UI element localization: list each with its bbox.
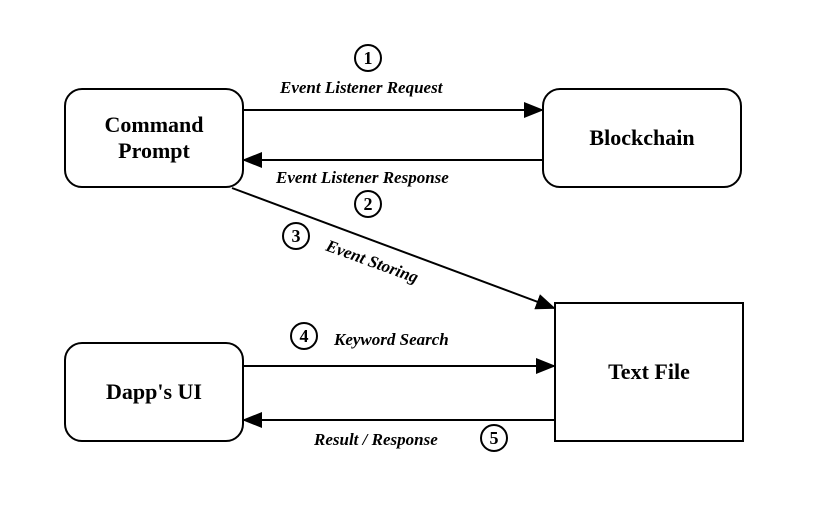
edge-label-e3: Event Storing	[323, 236, 421, 288]
edge-label-text: Result / Response	[314, 430, 438, 449]
step-number: 5	[490, 428, 499, 449]
edge-label-e5: Result / Response	[314, 430, 438, 450]
step-number: 3	[292, 226, 301, 247]
step-circle-3: 3	[282, 222, 310, 250]
node-label: Command Prompt	[104, 112, 203, 165]
edge-label-text: Keyword Search	[334, 330, 449, 349]
step-number: 4	[300, 326, 309, 347]
node-text-file: Text File	[554, 302, 744, 442]
step-circle-1: 1	[354, 44, 382, 72]
node-dapps-ui: Dapp's UI	[64, 342, 244, 442]
step-circle-4: 4	[290, 322, 318, 350]
step-circle-5: 5	[480, 424, 508, 452]
edge-label-text: Event Listener Request	[280, 78, 442, 97]
edge-label-e4: Keyword Search	[334, 330, 449, 350]
step-number: 2	[364, 194, 373, 215]
node-command-prompt: Command Prompt	[64, 88, 244, 188]
node-label: Dapp's UI	[106, 379, 202, 405]
step-number: 1	[364, 48, 373, 69]
node-label: Blockchain	[589, 125, 694, 151]
edge-label-e2: Event Listener Response	[276, 168, 449, 188]
edge-label-e1: Event Listener Request	[280, 78, 442, 98]
node-label: Text File	[608, 359, 690, 385]
edge-label-text: Event Storing	[324, 236, 422, 287]
node-blockchain: Blockchain	[542, 88, 742, 188]
step-circle-2: 2	[354, 190, 382, 218]
edge-label-text: Event Listener Response	[276, 168, 449, 187]
